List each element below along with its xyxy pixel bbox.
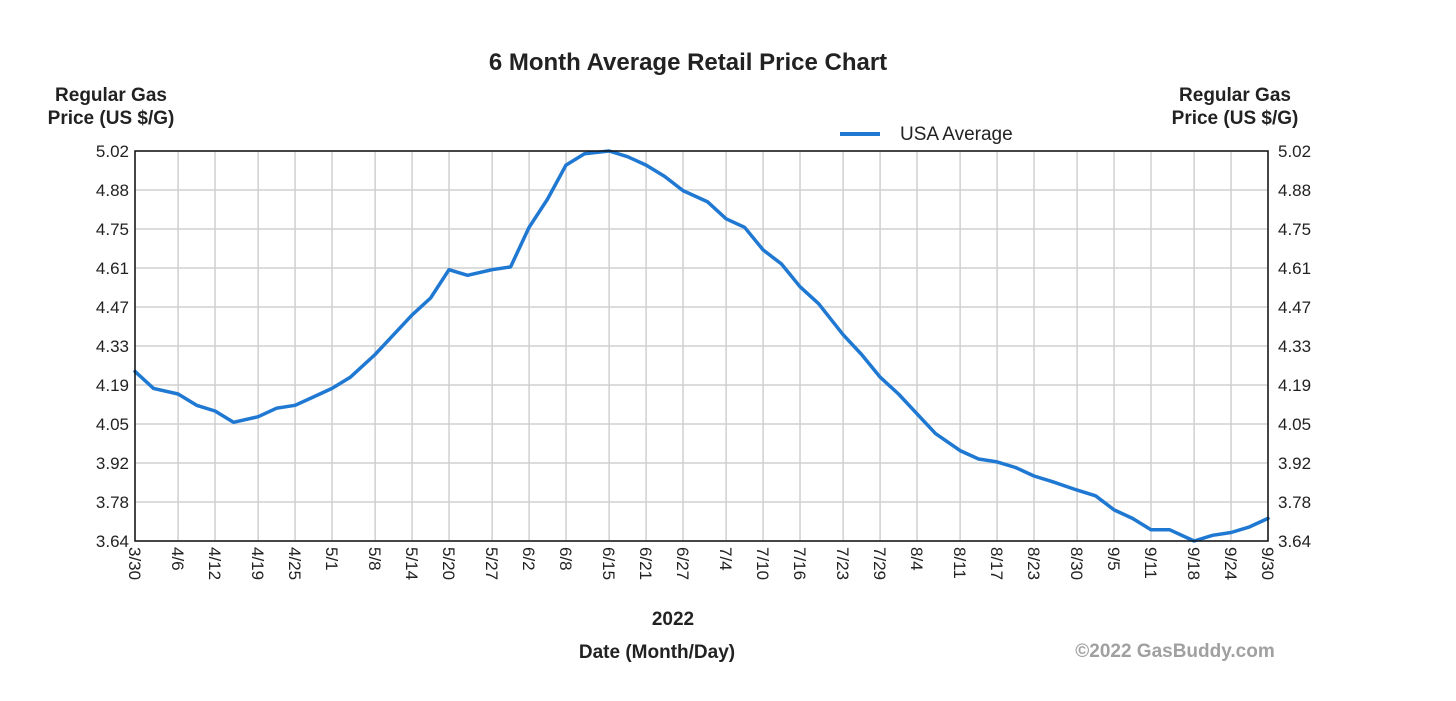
y-tick-label-right: 4.33 [1278, 337, 1311, 356]
x-tick-label: 6/21 [636, 547, 655, 580]
series-layer [133, 149, 1270, 543]
x-tick-label: 5/8 [365, 547, 384, 571]
y-tick-label-left: 4.19 [96, 376, 129, 395]
y-tick-label-right: 4.05 [1278, 415, 1311, 434]
x-tick-label: 9/11 [1141, 547, 1160, 579]
legend: USA Average [840, 124, 1013, 145]
x-tick-label: 7/4 [716, 547, 735, 571]
legend-label: USA Average [900, 124, 1013, 145]
x-tick-label: 8/17 [987, 547, 1006, 580]
y-tick-label-left: 4.05 [96, 415, 129, 434]
x-tick-label: 6/8 [556, 547, 575, 571]
grid [134, 150, 1269, 542]
y-tick-label-right: 4.61 [1278, 259, 1311, 278]
x-tick-label: 9/30 [1258, 547, 1277, 580]
y-tick-label-left: 3.64 [96, 532, 129, 551]
x-tick-label: 8/23 [1024, 547, 1043, 580]
chart-title: 6 Month Average Retail Price Chart [489, 49, 887, 76]
x-tick-label: 8/30 [1067, 547, 1086, 580]
y-tick-label-left: 3.78 [96, 493, 129, 512]
x-tick-label: 7/29 [870, 547, 889, 580]
y-tick-label-left: 4.88 [96, 181, 129, 200]
x-tick-label: 9/5 [1104, 547, 1123, 571]
x-tick-label: 4/19 [248, 547, 267, 580]
left-axis-label-line1: Regular Gas [55, 85, 167, 106]
y-tick-label-left: 4.47 [96, 298, 129, 317]
y-tick-label-right: 4.47 [1278, 298, 1311, 317]
y-tick-label-right: 4.19 [1278, 376, 1311, 395]
x-tick-label: 5/14 [402, 547, 421, 580]
y-tick-label-right: 3.64 [1278, 532, 1311, 551]
x-tick-label: 6/2 [519, 547, 538, 571]
x-ticks: 3/30 4/6 4/12 4/19 4/25 5/1 5/8 5/14 5/20 5/27 6/2… [125, 547, 1277, 580]
y-tick-label-left: 4.75 [96, 220, 129, 239]
x-axis-label: Date (Month/Day) [579, 642, 735, 663]
x-tick-label: 6/15 [599, 547, 618, 580]
right-axis-label-line1: Regular Gas [1179, 85, 1291, 106]
x-tick-label: 9/18 [1184, 547, 1203, 580]
x-tick-label: 9/24 [1221, 547, 1240, 580]
right-y-ticks: 5.02 4.88 4.75 4.61 4.47 4.33 4.19 4.05 3.92 3.78… [1278, 142, 1311, 551]
credit-text: ©2022 GasBuddy.com [1075, 641, 1275, 662]
y-tick-label-left: 4.33 [96, 337, 129, 356]
x-tick-label: 4/6 [168, 547, 187, 571]
x-tick-label: 7/10 [753, 547, 772, 580]
y-tick-label-right: 5.02 [1278, 142, 1311, 161]
y-tick-label-right: 4.88 [1278, 181, 1311, 200]
x-tick-label: 5/27 [482, 547, 501, 580]
left-axis-label-line2: Price (US $/G) [48, 108, 175, 129]
series-line-usa-average [133, 149, 1270, 543]
x-tick-label: 7/16 [790, 547, 809, 580]
left-y-ticks: 5.02 4.88 4.75 4.61 4.47 4.33 4.19 4.05 3.92 3.78… [96, 142, 129, 551]
x-tick-label: 8/4 [907, 547, 926, 571]
x-tick-label: 5/1 [322, 547, 341, 571]
y-tick-label-right: 3.78 [1278, 493, 1311, 512]
plot-frame [134, 150, 1269, 542]
x-tick-label: 4/25 [285, 547, 304, 580]
y-tick-label-left: 4.61 [96, 259, 129, 278]
year-label: 2022 [652, 609, 694, 630]
x-tick-label: 4/12 [205, 547, 224, 580]
x-tick-label: 7/23 [833, 547, 852, 580]
y-tick-label-left: 5.02 [96, 142, 129, 161]
y-tick-label-right: 4.75 [1278, 220, 1311, 239]
x-tick-label: 6/27 [673, 547, 692, 580]
x-tick-label: 5/20 [439, 547, 458, 580]
x-tick-label: 3/30 [125, 547, 144, 580]
y-tick-label-left: 3.92 [96, 454, 129, 473]
right-axis-label-line2: Price (US $/G) [1172, 108, 1299, 129]
y-tick-label-right: 3.92 [1278, 454, 1311, 473]
x-tick-label: 8/11 [950, 547, 969, 579]
